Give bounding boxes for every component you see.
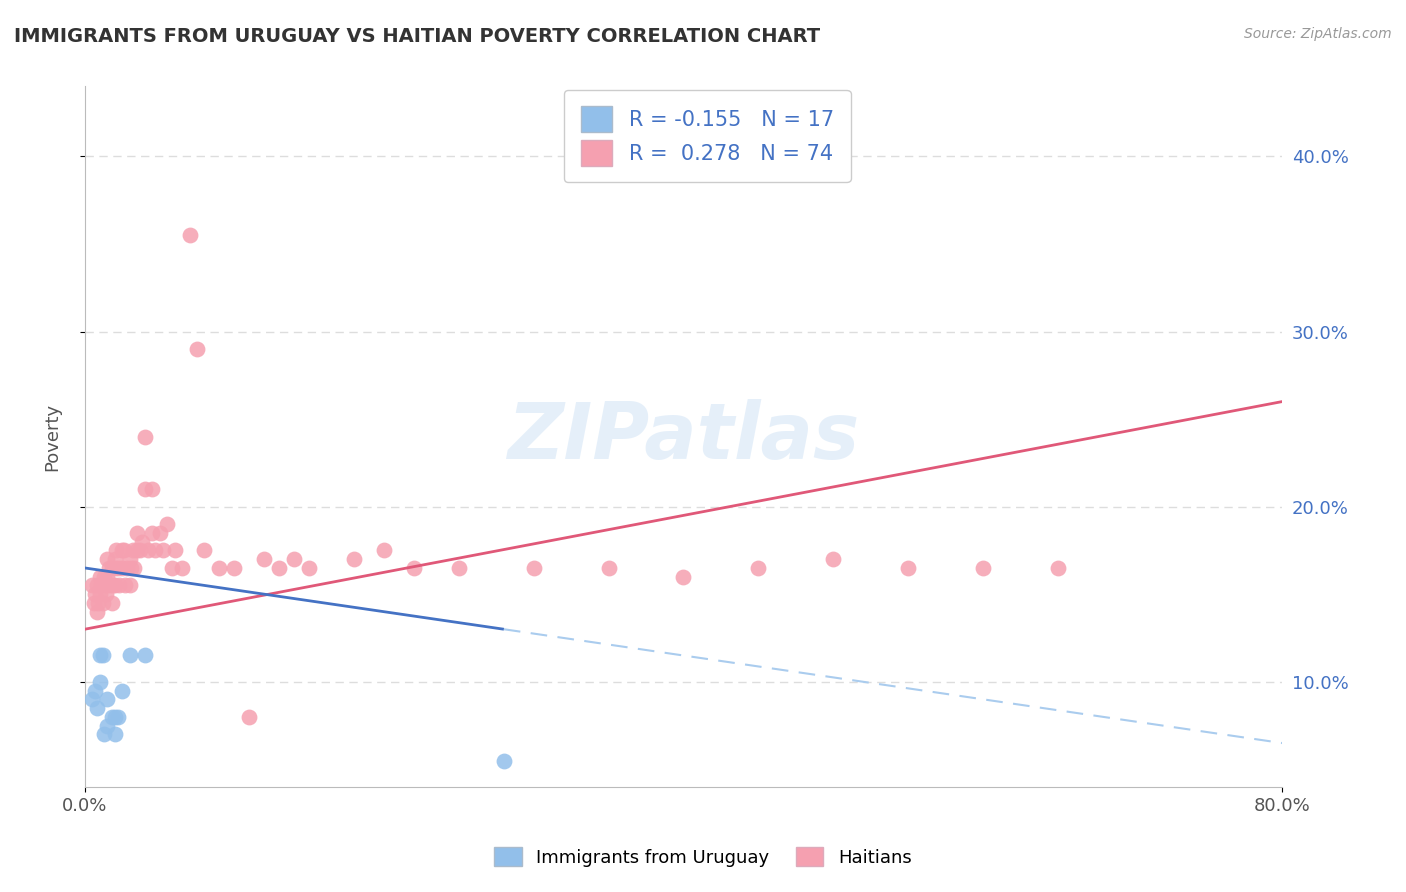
Point (84, 587, 107, 601)
Point (136, 543, 159, 558)
Point (134, 648, 156, 663)
Point (111, 683, 134, 698)
Point (96, 570, 118, 584)
Point (120, 561, 142, 575)
Point (96, 718, 118, 732)
Point (298, 561, 321, 575)
Point (283, 552, 305, 566)
Point (253, 552, 276, 566)
Point (97, 561, 120, 575)
Point (170, 561, 193, 575)
Point (118, 552, 141, 566)
Point (238, 710, 260, 724)
Point (105, 543, 128, 558)
Point (343, 552, 366, 566)
Point (89, 570, 111, 584)
Point (148, 525, 170, 540)
Point (86, 701, 108, 715)
Point (93, 727, 115, 741)
Point (143, 543, 166, 558)
Point (111, 543, 134, 558)
Point (897, 561, 920, 575)
Point (100, 561, 122, 575)
Point (127, 525, 149, 540)
Point (100, 710, 122, 724)
Point (91, 648, 114, 663)
Point (156, 517, 179, 532)
Point (402, 561, 425, 575)
Point (152, 543, 174, 558)
Point (141, 482, 163, 496)
Point (100, 596, 122, 610)
Point (134, 482, 156, 496)
Point (93, 570, 115, 584)
Point (163, 543, 186, 558)
Point (118, 578, 141, 592)
Point (104, 710, 127, 724)
Point (107, 710, 129, 724)
Point (96, 692, 118, 706)
Point (104, 552, 127, 566)
Y-axis label: Poverty: Poverty (44, 402, 60, 471)
Point (447, 561, 470, 575)
Text: IMMIGRANTS FROM URUGUAY VS HAITIAN POVERTY CORRELATION CHART: IMMIGRANTS FROM URUGUAY VS HAITIAN POVER… (14, 27, 820, 45)
Point (141, 525, 163, 540)
Point (104, 561, 127, 575)
Legend: R = -0.155   N = 17, R =  0.278   N = 74: R = -0.155 N = 17, R = 0.278 N = 74 (564, 90, 851, 182)
Point (104, 578, 127, 592)
Point (269, 561, 291, 575)
Point (1046, 561, 1069, 575)
Point (747, 561, 769, 575)
Point (160, 561, 183, 575)
Point (96, 552, 118, 566)
Point (82, 692, 104, 706)
Point (224, 561, 246, 575)
Point (127, 543, 149, 558)
Point (121, 543, 143, 558)
Point (104, 727, 127, 741)
Point (84, 683, 107, 698)
Point (114, 578, 136, 592)
Point (108, 578, 131, 592)
Point (598, 561, 620, 575)
Point (111, 561, 134, 575)
Point (96, 578, 118, 592)
Point (89, 674, 111, 689)
Point (83, 596, 105, 610)
Point (672, 570, 695, 584)
Point (87, 596, 110, 610)
Point (208, 561, 231, 575)
Text: ZIPatlas: ZIPatlas (508, 399, 859, 475)
Point (94, 587, 117, 601)
Point (134, 429, 156, 443)
Point (98, 578, 121, 592)
Point (86, 578, 108, 592)
Text: Source: ZipAtlas.com: Source: ZipAtlas.com (1244, 27, 1392, 41)
Point (118, 648, 141, 663)
Point (186, 342, 208, 356)
Point (115, 561, 138, 575)
Point (373, 543, 395, 558)
Point (90, 578, 112, 592)
Point (129, 543, 152, 558)
Point (131, 534, 153, 549)
Point (122, 561, 145, 575)
Point (972, 561, 994, 575)
Point (107, 561, 129, 575)
Point (112, 543, 135, 558)
Point (823, 552, 845, 566)
Point (193, 543, 215, 558)
Point (91, 596, 114, 610)
Point (89, 648, 111, 663)
Point (179, 228, 201, 243)
Point (89, 587, 111, 601)
Legend: Immigrants from Uruguay, Haitians: Immigrants from Uruguay, Haitians (488, 840, 918, 874)
Point (82, 578, 104, 592)
Point (101, 578, 124, 592)
Point (523, 561, 546, 575)
Point (492, 754, 515, 768)
Point (86, 605, 108, 619)
